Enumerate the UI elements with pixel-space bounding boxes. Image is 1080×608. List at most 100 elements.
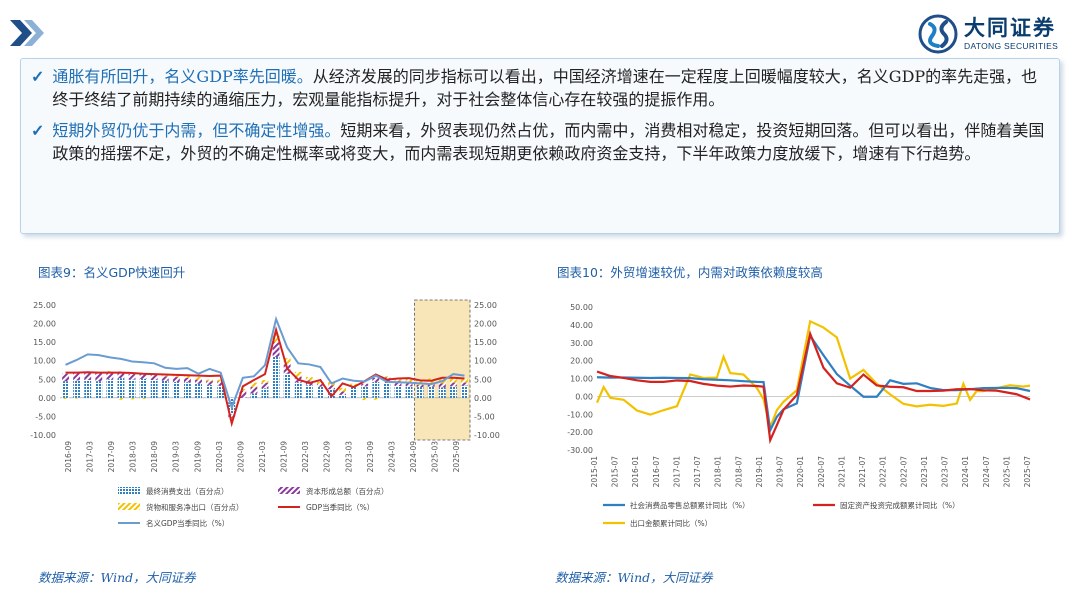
bar-bar_purple <box>139 374 147 379</box>
legend-swatch <box>118 487 140 494</box>
bar-bar_hatch <box>139 378 147 398</box>
y2-tick-label: 10.00 <box>474 357 497 366</box>
y2-tick-label: 15.00 <box>474 338 497 347</box>
x-tick-label: 2023-09 <box>366 441 375 473</box>
bar-bar_hatch <box>239 397 247 399</box>
logo-cn-text: 大同证券 <box>964 15 1056 40</box>
bar-bar_yellow <box>305 377 313 381</box>
series-line-blue <box>596 332 1031 435</box>
bar-bar_hatch <box>106 379 114 398</box>
x-tick-label: 2023-01 <box>920 456 929 488</box>
nav-arrow-icon <box>10 20 44 46</box>
forecast-highlight <box>414 299 471 441</box>
bar-bar_yellow <box>261 380 269 383</box>
x-tick-label: 2017-09 <box>107 441 116 473</box>
bar-bar_hatch <box>305 385 313 398</box>
bar-bar_purple <box>73 371 81 381</box>
bar-bar_hatch <box>261 388 269 398</box>
bar-bar_hatch <box>128 379 136 398</box>
bar-bar_purple <box>361 383 369 387</box>
bar-bar_yellow <box>372 397 380 400</box>
bar-bar_hatch <box>461 385 468 398</box>
x-tick-label: 2025-01 <box>1002 456 1011 488</box>
x-tick-label: 2015-01 <box>590 456 599 488</box>
chart10-source: 数据来源：Wind，大同证券 <box>555 570 713 585</box>
x-tick-label: 2023-03 <box>344 441 353 473</box>
bar-bar_yellow <box>361 397 369 401</box>
bar-bar_yellow <box>128 397 136 400</box>
summary-point-2: ✓ 短期外贸仍优于内需，但不确定性增强。短期来看，外贸表现仍然占优，而内需中，消… <box>31 119 1045 165</box>
x-tick-label: 2021-07 <box>858 456 867 488</box>
bar-bar_hatch <box>195 383 202 398</box>
y-tick-label: -10.00 <box>30 431 56 440</box>
bar-bar_yellow <box>405 378 413 383</box>
bar-bar_purple <box>316 384 324 387</box>
y-tick-label: -20.00 <box>567 428 593 437</box>
bar-bar_yellow <box>117 397 125 400</box>
bar-bar_yellow <box>383 376 391 378</box>
bar-bar_yellow <box>294 371 302 377</box>
bar-bar_hatch <box>328 389 335 398</box>
bar-bar_purple <box>62 373 69 382</box>
point-1-body: 从经济发展的同步指标可以看出，中国经济增速在一定程度上回暖幅度较大，名义GDP的… <box>52 67 1038 109</box>
check-icon: ✓ <box>31 121 45 140</box>
logo-mark-icon <box>918 14 958 54</box>
chart9-source: 数据来源：Wind，大同证券 <box>38 570 196 585</box>
bar-bar_yellow <box>217 379 225 382</box>
bar-bar_purple <box>161 376 169 381</box>
bar-bar_hatch <box>272 357 280 398</box>
y-tick-label: 10.00 <box>570 375 593 384</box>
y-tick-label: -10.00 <box>567 410 593 419</box>
bar-bar_hatch <box>62 381 69 398</box>
x-tick-label: 2022-01 <box>879 456 888 488</box>
bar-bar_hatch <box>206 384 214 398</box>
x-tick-label: 2025-09 <box>452 441 461 473</box>
bar-bar_hatch <box>361 386 369 398</box>
bar-bar_yellow <box>195 377 202 380</box>
series-line-yellow <box>595 319 1031 431</box>
bar-bar_purple <box>449 382 457 387</box>
x-tick-label: 2025-03 <box>431 441 440 473</box>
bar-bar_hatch <box>416 387 424 398</box>
x-tick-label: 2016-07 <box>652 456 661 488</box>
bar-bar_yellow <box>316 381 324 385</box>
x-tick-label: 2024-01 <box>961 456 970 488</box>
legend-label: 名义GDP当季同比（%） <box>146 518 229 528</box>
bar-bar_yellow <box>250 382 258 388</box>
x-tick-label: 2025-07 <box>1023 456 1032 488</box>
bar-bar_purple <box>150 374 158 381</box>
bar-bar_purple <box>461 382 468 386</box>
x-tick-label: 2018-03 <box>129 441 138 473</box>
company-logo: 大同证券 DATONG SECURITIES <box>918 14 1058 54</box>
bar-bar_hatch <box>394 385 402 398</box>
bar-bar_hatch <box>117 378 125 398</box>
legend-label: 资本形成总额（百分点） <box>306 486 389 496</box>
bar-bar_yellow <box>461 378 468 383</box>
point-2-heading: 短期外贸仍优于内需，但不确定性增强。 <box>52 121 341 140</box>
bar-bar_hatch <box>372 381 380 398</box>
bar-bar_hatch <box>150 380 158 398</box>
legend-label: GDP当季同比（%） <box>306 502 374 512</box>
y2-tick-label: 25.00 <box>474 301 497 310</box>
x-tick-label: 2018-07 <box>734 456 743 488</box>
legend-label: 出口金额累计同比（%） <box>630 518 712 528</box>
bar-bar_hatch <box>217 385 225 398</box>
x-tick-label: 2021-01 <box>837 456 846 488</box>
y-tick-label: -30.00 <box>567 446 593 455</box>
y2-tick-label: -5.00 <box>474 412 495 421</box>
bar-bar_hatch <box>161 380 169 398</box>
bar-bar_purple <box>217 381 225 386</box>
series-line-line_blue <box>65 315 465 411</box>
point-1-heading: 通胀有所回升，名义GDP率先回暖。 <box>52 67 313 86</box>
series-line-red <box>596 330 1031 445</box>
bar-bar_hatch <box>449 386 457 398</box>
point-2-body: 短期来看，外贸表现仍然占优，而内需中，消费相对稳定，投资短期回落。但可以看出，伴… <box>52 121 1045 163</box>
bar-bar_purple <box>195 379 202 384</box>
bar-bar_purple <box>328 385 335 390</box>
y-tick-label: 20.00 <box>570 357 593 366</box>
bar-bar_hatch <box>183 382 191 398</box>
y-tick-label: 25.00 <box>33 301 56 310</box>
x-tick-label: 2016-09 <box>64 441 73 473</box>
bar-bar_hatch <box>427 386 435 398</box>
bar-bar_hatch <box>339 394 347 398</box>
